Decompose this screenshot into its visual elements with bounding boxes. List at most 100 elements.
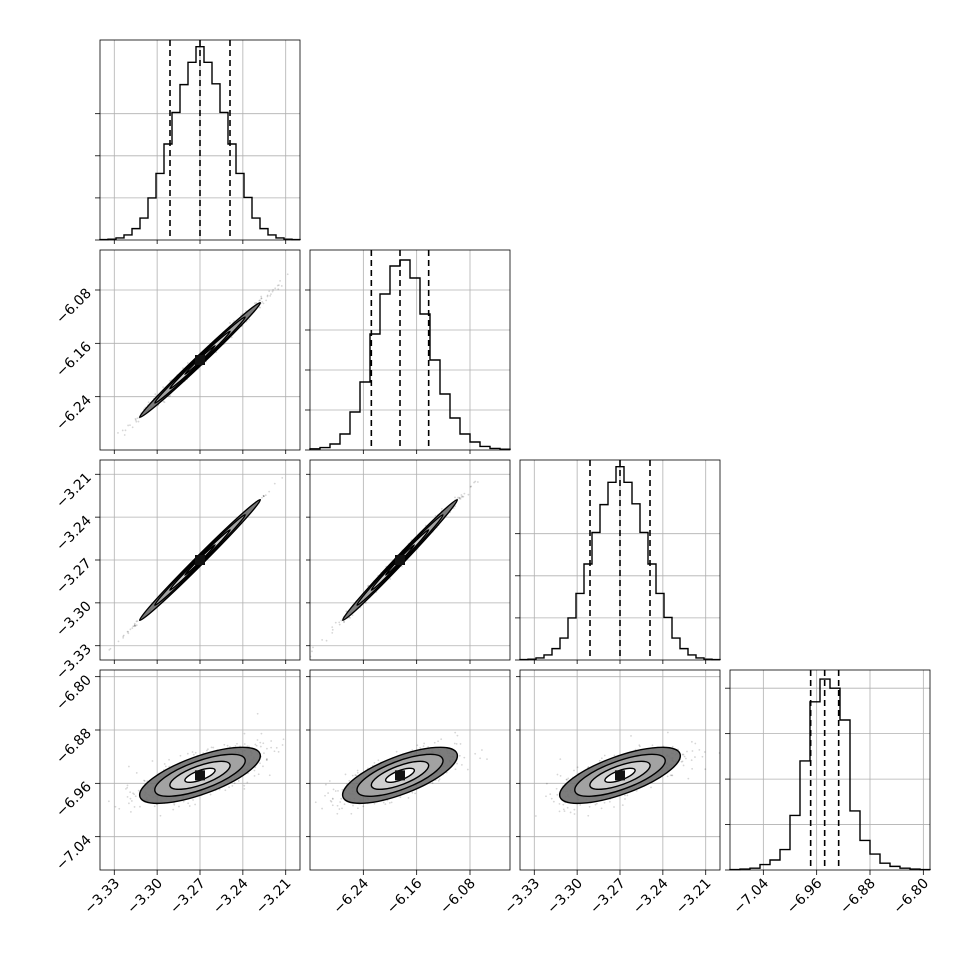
sample-point [481,749,483,751]
sample-point [666,731,669,734]
sample-point [218,788,221,791]
sample-point [246,781,249,784]
sample-point [594,803,597,806]
density-contour [558,746,682,805]
density-core [395,555,405,565]
sample-point [130,800,133,802]
sample-point [261,496,263,499]
sample-point [179,754,182,757]
sample-point [331,631,334,634]
sample-point [337,789,339,792]
sample-point [253,774,256,777]
sample-point [332,788,335,791]
sample-point [463,492,466,495]
sample-point [454,768,457,771]
sample-point [274,287,277,290]
sample-point [460,494,463,496]
sample-point [377,759,380,762]
sample-point [137,420,140,423]
sample-point [549,793,552,796]
y-tick-label: −7.04 [53,832,95,874]
sample-point [401,565,403,568]
sample-point [270,293,272,296]
y-tick-label: −3.27 [53,556,95,598]
sample-point [126,795,129,798]
sample-point [328,780,331,782]
sample-point [182,800,185,803]
sample-point [344,773,347,776]
sample-point [388,801,391,804]
sample-point [259,299,261,302]
sample-point [626,794,629,797]
sample-point [270,740,273,742]
sample-point [168,758,170,761]
sample-point [282,738,285,741]
sample-point [135,620,138,623]
sample-point [262,765,264,768]
sample-point [127,424,130,427]
sample-point [243,732,246,735]
sample-point [325,639,328,642]
sample-point [259,306,261,309]
sample-point [134,417,137,420]
sample-point [124,429,127,432]
sample-point [382,801,385,804]
x-tick-label: −3.24 [630,875,672,917]
sample-point [260,297,263,300]
sample-point [389,578,392,580]
sample-point [121,429,124,432]
sample-point [459,496,461,499]
density-contour [169,760,231,791]
sample-point [459,497,462,500]
scatter-panel-2-0 [99,459,301,661]
sample-point [262,495,265,497]
sample-point [419,746,422,749]
sample-point [135,420,138,423]
sample-point [162,400,165,403]
scatter-panel-3-1 [309,669,511,871]
sample-point [186,362,189,364]
sample-point [268,774,271,777]
x-tick-label: −6.24 [331,875,373,917]
sample-point [147,401,150,404]
sample-point [128,765,130,768]
sample-point [691,750,694,752]
sample-point [352,804,354,807]
sample-point [182,367,184,370]
sample-point [474,752,477,755]
sample-point [466,768,469,771]
sample-point [463,756,466,759]
sample-point [259,762,261,765]
sample-point [231,784,234,787]
sample-point [455,742,458,745]
sample-point [336,804,339,807]
sample-point [458,497,461,499]
sample-point [639,745,641,748]
sample-point [262,494,265,497]
sample-point [153,805,156,808]
density-contour [574,753,666,798]
sample-point [129,424,131,427]
sample-point [682,753,685,756]
sample-point [223,743,226,746]
sample-point [255,744,258,747]
sample-point [453,742,456,745]
sample-point [281,744,284,746]
sample-point [262,302,265,305]
sample-point [260,732,263,735]
sample-point [331,797,334,800]
sample-point [129,797,132,800]
y-tick-label: −6.08 [53,286,95,328]
sample-point [277,284,280,287]
sample-point [314,801,317,804]
sample-point [552,800,555,803]
sample-point [133,624,136,627]
sample-point [329,799,332,802]
sample-point [517,787,519,789]
density-contour [589,760,651,791]
sample-point [123,434,126,436]
sample-point [651,744,654,747]
sample-point [265,758,268,761]
sample-point [169,379,172,382]
x-tick-label: −3.33 [81,876,123,918]
